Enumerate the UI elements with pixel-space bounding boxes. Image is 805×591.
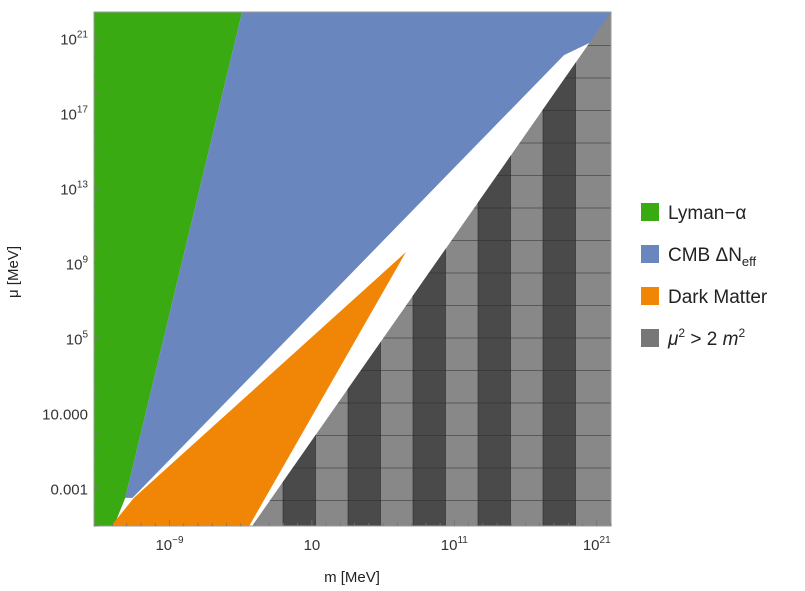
hatch-stripe xyxy=(543,12,576,526)
legend-label-cmb: CMB ΔNeff xyxy=(668,245,757,269)
plot-frame xyxy=(93,11,612,527)
x-tick-label: 1011 xyxy=(441,535,469,554)
y-tick-label: 109 xyxy=(66,254,89,273)
y-tick-label: 1013 xyxy=(60,179,88,198)
x-axis-title: m [MeV] xyxy=(324,569,380,586)
y-axis-title: μ [MeV] xyxy=(5,246,22,298)
x-tick-label: 10−9 xyxy=(155,535,184,554)
region-dm xyxy=(111,252,406,526)
region-mu2 xyxy=(252,12,611,526)
legend-label-dm: Dark Matter xyxy=(668,287,768,308)
legend: Lyman−α CMB ΔNeff Dark Matter μ2 > 2 m2 xyxy=(641,203,768,350)
y-tick-label: 1021 xyxy=(60,29,88,48)
legend-swatch-cmb xyxy=(641,245,659,263)
region-cmb xyxy=(125,12,611,498)
legend-label-lyman: Lyman−α xyxy=(668,203,746,224)
y-axis: 0.001 10.000 105 109 1013 1017 1021 xyxy=(42,19,100,527)
legend-label-mu2: μ2 > 2 m2 xyxy=(667,326,745,350)
y-tick-label: 0.001 xyxy=(50,481,88,498)
x-tick-label: 1021 xyxy=(583,535,611,554)
x-axis: 10−9 10 1011 1021 xyxy=(97,520,612,554)
legend-swatch-lyman xyxy=(641,203,659,221)
y-tick-label: 105 xyxy=(66,329,89,348)
region-lyman xyxy=(94,12,243,526)
legend-swatch-mu2 xyxy=(641,329,659,347)
y-tick-label: 1017 xyxy=(60,104,88,123)
y-tick-label: 10.000 xyxy=(42,406,88,423)
legend-swatch-dm xyxy=(641,287,659,305)
x-tick-label: 10 xyxy=(304,537,321,554)
regions-layer xyxy=(94,12,611,526)
